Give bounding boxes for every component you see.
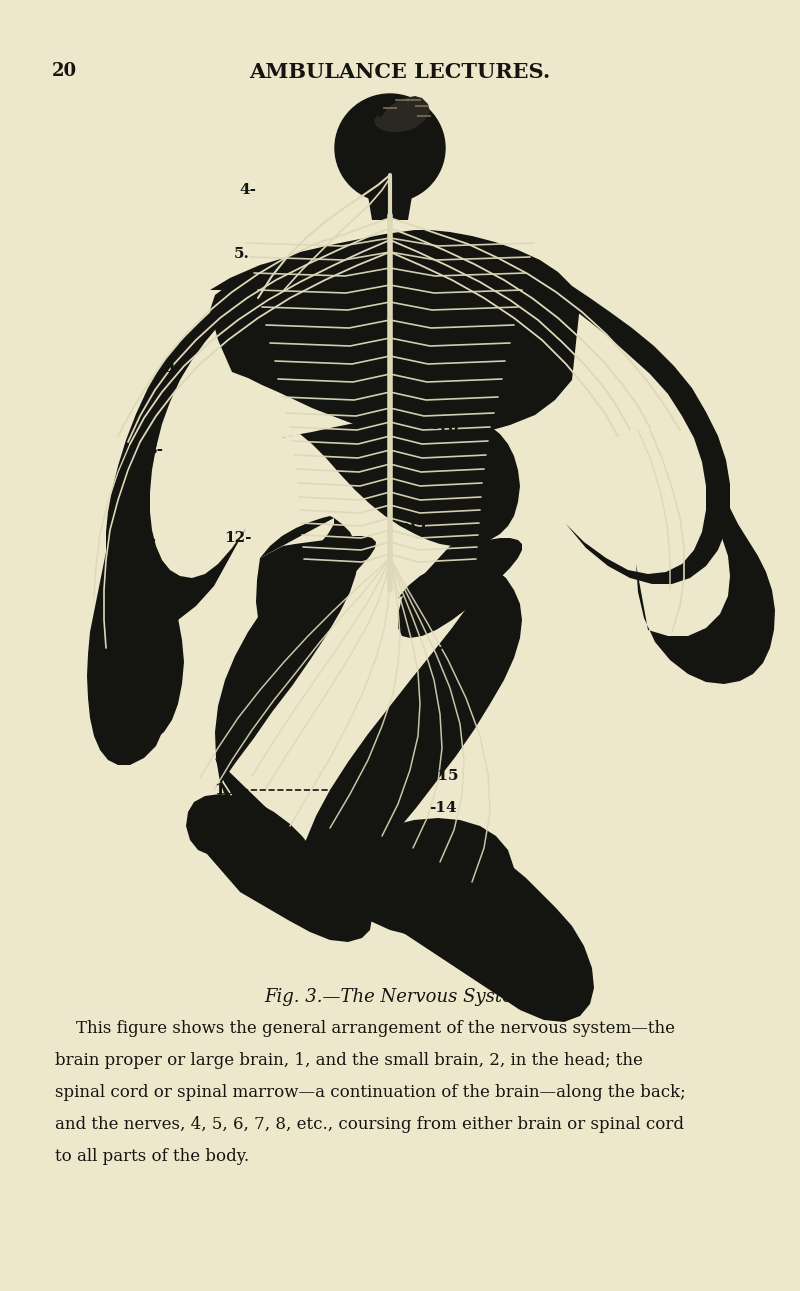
Polygon shape — [256, 536, 376, 633]
Text: 12-: 12- — [224, 531, 252, 545]
Text: 20: 20 — [52, 62, 77, 80]
Text: 4-: 4- — [239, 183, 257, 198]
Text: This figure shows the general arrangement of the nervous system—the: This figure shows the general arrangemen… — [55, 1020, 675, 1037]
Text: -11: -11 — [401, 516, 429, 531]
Text: -14: -14 — [429, 800, 457, 815]
Polygon shape — [302, 556, 522, 899]
Polygon shape — [210, 234, 575, 290]
Text: 6-: 6- — [139, 533, 157, 547]
Polygon shape — [186, 758, 372, 942]
Polygon shape — [302, 818, 594, 1022]
Polygon shape — [636, 507, 775, 684]
Text: 13-: 13- — [214, 784, 242, 797]
Polygon shape — [282, 412, 520, 546]
Ellipse shape — [335, 94, 445, 201]
Text: 8-: 8- — [146, 443, 163, 457]
Text: 9-: 9- — [163, 361, 181, 374]
Polygon shape — [87, 553, 184, 766]
Polygon shape — [368, 196, 412, 219]
Text: to all parts of the body.: to all parts of the body. — [55, 1148, 249, 1164]
Text: 5.: 5. — [234, 247, 250, 261]
Text: 7: 7 — [145, 547, 155, 562]
Text: -3: -3 — [394, 203, 410, 217]
Polygon shape — [398, 538, 522, 638]
Text: and the nerves, 4, 5, 6, 7, 8, etc., coursing from either brain or spinal cord: and the nerves, 4, 5, 6, 7, 8, etc., cou… — [55, 1115, 684, 1133]
Text: -10: -10 — [431, 421, 459, 435]
Polygon shape — [210, 230, 580, 438]
Text: -1: -1 — [422, 161, 438, 176]
Text: brain proper or large brain, 1, and the small brain, 2, in the head; the: brain proper or large brain, 1, and the … — [55, 1052, 643, 1069]
Polygon shape — [215, 516, 358, 828]
Polygon shape — [106, 296, 248, 630]
Text: -16: -16 — [436, 642, 464, 655]
Text: AMBULANCE LECTURES.: AMBULANCE LECTURES. — [250, 62, 550, 83]
Text: -2: -2 — [405, 177, 422, 191]
Polygon shape — [374, 96, 430, 132]
Text: spinal cord or spinal marrow—a continuation of the brain—along the back;: spinal cord or spinal marrow—a continuat… — [55, 1084, 686, 1101]
Text: Fig. 3.—The Nervous System.: Fig. 3.—The Nervous System. — [264, 988, 536, 1006]
Polygon shape — [558, 287, 730, 584]
Text: -15: -15 — [431, 769, 458, 784]
